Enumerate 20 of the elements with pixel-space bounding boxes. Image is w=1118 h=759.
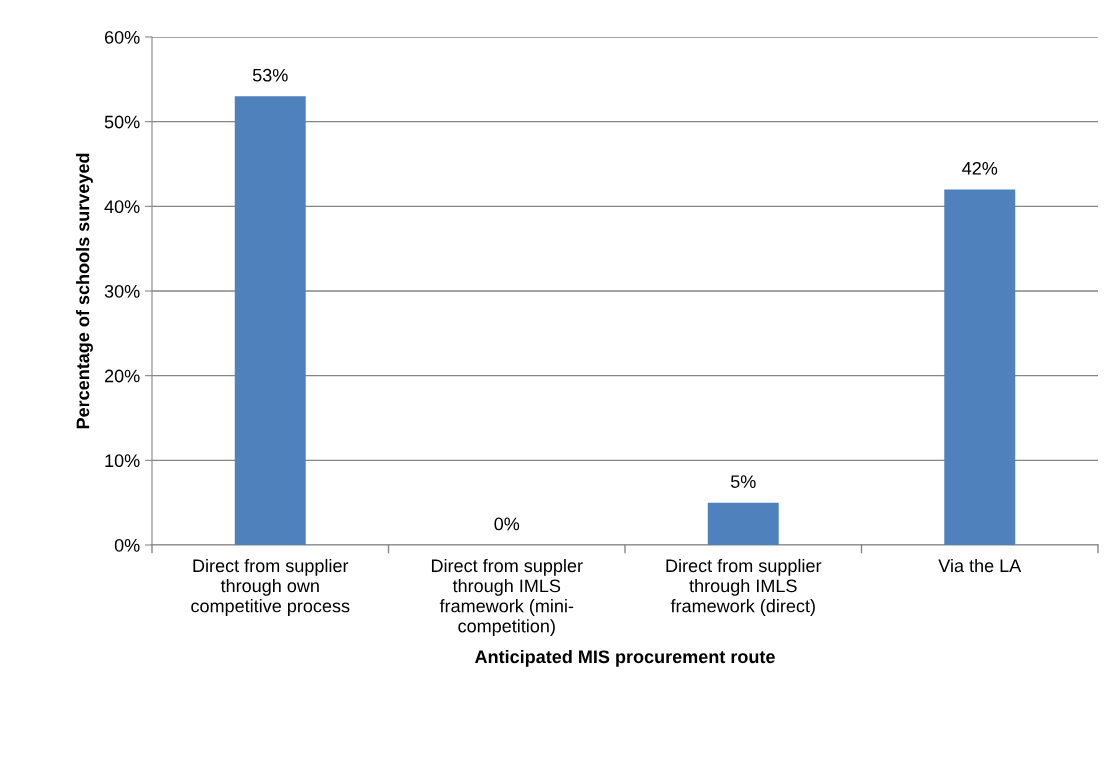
x-axis-title: Anticipated MIS procurement route: [474, 649, 775, 667]
data-label: 53%: [252, 68, 288, 82]
y-tick-label: 20%: [104, 369, 140, 383]
y-tick-label: 30%: [104, 284, 140, 298]
bar: [944, 189, 1016, 545]
y-tick-label: 40%: [104, 200, 140, 214]
y-tick-label: 10%: [105, 454, 140, 468]
bar: [707, 502, 779, 545]
x-tick-label: Direct from supplier through IMLS framework (direct): [666, 558, 822, 616]
data-label: 0%: [494, 517, 520, 531]
y-tick-label: 60%: [104, 30, 140, 44]
x-tick-label: Direct from supplier through own competitive process: [191, 558, 350, 616]
y-axis-title: Percentage of schools surveyed: [76, 153, 93, 429]
data-label: 42%: [962, 161, 998, 175]
y-tick-label: 50%: [104, 115, 140, 129]
x-tick-label: Via the LA: [938, 558, 1022, 573]
data-label: 5%: [730, 475, 756, 488]
x-tick-label: Direct from suppler through IMLS framework (mini- competition): [431, 558, 583, 637]
bar: [234, 96, 306, 545]
y-tick-label: 0%: [114, 538, 140, 552]
